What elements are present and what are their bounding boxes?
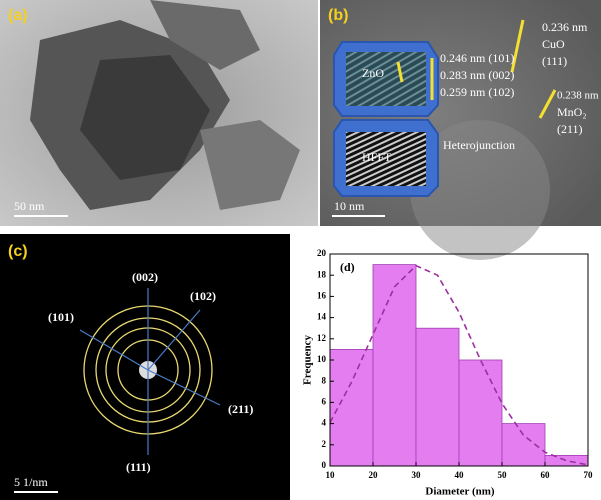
- x-tick-label: 60: [541, 470, 551, 480]
- mno2-label: MnO₂: [557, 105, 587, 119]
- x-axis-label: Diameter (nm): [425, 486, 494, 498]
- bar: [373, 265, 416, 466]
- ring-label: (002): [132, 270, 158, 284]
- bar: [502, 424, 545, 466]
- x-tick-label: 30: [412, 470, 422, 480]
- panel-a: (a) 50 nm: [0, 0, 318, 226]
- plane-label: 0.259 nm (102): [440, 85, 514, 99]
- y-tick-label: 10: [317, 354, 327, 364]
- panel-b: (b) ZnO HFFT Heterojunction 0.246 nm (10…: [320, 0, 601, 260]
- y-tick-label: 6: [322, 396, 327, 406]
- panel-c: (c) (002) (102) (101) (211) (111) 5 1/nm: [0, 234, 290, 500]
- cuo-label: CuO: [542, 37, 565, 51]
- y-axis-label: Frequency: [302, 335, 314, 385]
- y-tick-label: 14: [317, 312, 327, 322]
- x-tick-label: 10: [326, 470, 336, 480]
- mno2-label: 0.238 nm: [557, 90, 599, 102]
- cuo-label: 0.236 nm: [542, 20, 588, 34]
- scale-label: 50 nm: [14, 199, 45, 213]
- x-tick-label: 50: [498, 470, 508, 480]
- plane-label: 0.246 nm (101): [440, 51, 514, 65]
- scale-label: 10 nm: [334, 199, 365, 213]
- figure: (a) 50 nm (b) ZnO HFFT Heterojunction 0.…: [0, 0, 601, 500]
- heterojunction-label: Heterojunction: [443, 138, 515, 152]
- panel-tag: (c): [8, 243, 28, 260]
- ring-label: (102): [190, 289, 216, 303]
- y-tick-label: 4: [322, 418, 327, 428]
- panel-tag: (b): [328, 7, 348, 24]
- x-tick-label: 70: [584, 470, 594, 480]
- y-tick-label: 18: [317, 269, 327, 279]
- ring-label: (211): [228, 402, 253, 416]
- panel-tag: (d): [340, 260, 355, 274]
- ring-label: (111): [126, 460, 151, 474]
- ring-label: (101): [48, 310, 74, 324]
- scale-label: 5 1/nm: [14, 475, 48, 489]
- y-tick-label: 0: [322, 460, 327, 470]
- x-tick-label: 40: [455, 470, 465, 480]
- panel-tag: (a): [8, 7, 28, 24]
- bar: [459, 360, 502, 466]
- panel-d: (d) Diameter (nm) Frequency 0 2 4 6 8 10 12 14 1…: [302, 248, 593, 497]
- y-tick-label: 12: [317, 333, 327, 343]
- y-tick-label: 20: [317, 248, 327, 258]
- mno2-label: (211): [557, 122, 583, 136]
- zno-label: ZnO: [362, 66, 384, 80]
- hfft-label: HFFT: [362, 150, 392, 164]
- y-tick-label: 2: [322, 439, 327, 449]
- bar: [416, 328, 459, 466]
- cuo-label: (111): [542, 54, 567, 68]
- y-tick-label: 16: [317, 290, 327, 300]
- bar: [330, 349, 373, 466]
- plane-label: 0.283 nm (002): [440, 68, 514, 82]
- x-tick-label: 20: [369, 470, 379, 480]
- y-tick-label: 8: [322, 375, 327, 385]
